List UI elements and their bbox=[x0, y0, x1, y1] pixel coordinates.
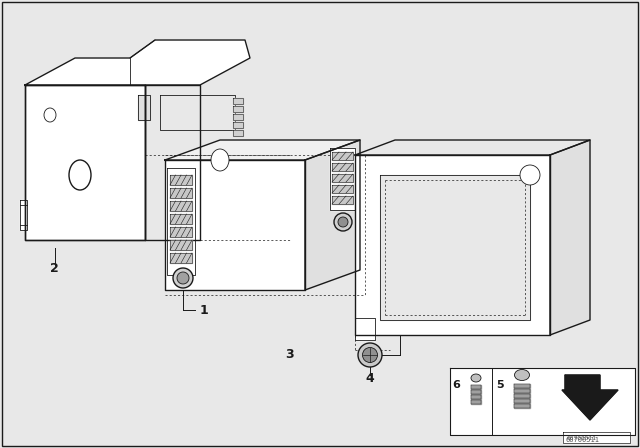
Ellipse shape bbox=[69, 160, 91, 190]
Text: 3: 3 bbox=[285, 349, 294, 362]
Polygon shape bbox=[305, 140, 360, 290]
Polygon shape bbox=[233, 122, 243, 128]
Text: 4: 4 bbox=[365, 371, 374, 384]
Polygon shape bbox=[25, 40, 250, 85]
Ellipse shape bbox=[362, 348, 378, 362]
Polygon shape bbox=[514, 394, 530, 398]
Polygon shape bbox=[233, 130, 243, 136]
Polygon shape bbox=[471, 385, 481, 389]
Ellipse shape bbox=[520, 165, 540, 185]
Ellipse shape bbox=[334, 213, 352, 231]
Polygon shape bbox=[165, 160, 305, 290]
Polygon shape bbox=[550, 140, 590, 335]
Polygon shape bbox=[170, 201, 192, 211]
Polygon shape bbox=[471, 400, 481, 404]
Polygon shape bbox=[145, 85, 200, 240]
Polygon shape bbox=[355, 155, 550, 335]
Ellipse shape bbox=[338, 217, 348, 227]
Ellipse shape bbox=[44, 108, 56, 122]
Polygon shape bbox=[380, 175, 530, 320]
Ellipse shape bbox=[173, 268, 193, 288]
Polygon shape bbox=[514, 404, 530, 408]
Polygon shape bbox=[471, 395, 481, 399]
Ellipse shape bbox=[177, 272, 189, 284]
Polygon shape bbox=[332, 174, 353, 182]
Polygon shape bbox=[138, 95, 150, 120]
Polygon shape bbox=[514, 384, 530, 388]
Ellipse shape bbox=[515, 370, 529, 380]
Ellipse shape bbox=[471, 374, 481, 382]
Polygon shape bbox=[450, 368, 635, 435]
Polygon shape bbox=[514, 399, 530, 403]
Polygon shape bbox=[332, 196, 353, 204]
Polygon shape bbox=[355, 318, 375, 340]
Polygon shape bbox=[25, 85, 145, 240]
Polygon shape bbox=[160, 95, 235, 130]
Polygon shape bbox=[355, 140, 590, 155]
Polygon shape bbox=[332, 163, 353, 171]
Text: 2: 2 bbox=[50, 262, 59, 275]
Polygon shape bbox=[165, 140, 360, 160]
Polygon shape bbox=[170, 253, 192, 263]
Polygon shape bbox=[514, 389, 530, 393]
Polygon shape bbox=[167, 168, 195, 275]
Text: 60700511: 60700511 bbox=[567, 435, 597, 440]
Ellipse shape bbox=[358, 343, 382, 367]
Polygon shape bbox=[330, 148, 355, 210]
Polygon shape bbox=[170, 188, 192, 198]
Polygon shape bbox=[20, 200, 27, 230]
Polygon shape bbox=[170, 240, 192, 250]
Polygon shape bbox=[233, 114, 243, 120]
Polygon shape bbox=[471, 390, 481, 394]
Ellipse shape bbox=[211, 149, 229, 171]
Polygon shape bbox=[332, 152, 353, 160]
Polygon shape bbox=[332, 185, 353, 193]
Text: 1: 1 bbox=[200, 303, 209, 316]
Text: 60700511: 60700511 bbox=[565, 437, 599, 443]
Polygon shape bbox=[563, 432, 630, 443]
Polygon shape bbox=[170, 227, 192, 237]
Polygon shape bbox=[562, 375, 618, 420]
Polygon shape bbox=[170, 214, 192, 224]
Polygon shape bbox=[170, 175, 192, 185]
Text: 5: 5 bbox=[496, 380, 504, 390]
Polygon shape bbox=[25, 85, 145, 240]
Polygon shape bbox=[233, 106, 243, 112]
Text: 6: 6 bbox=[452, 380, 460, 390]
Polygon shape bbox=[233, 98, 243, 104]
